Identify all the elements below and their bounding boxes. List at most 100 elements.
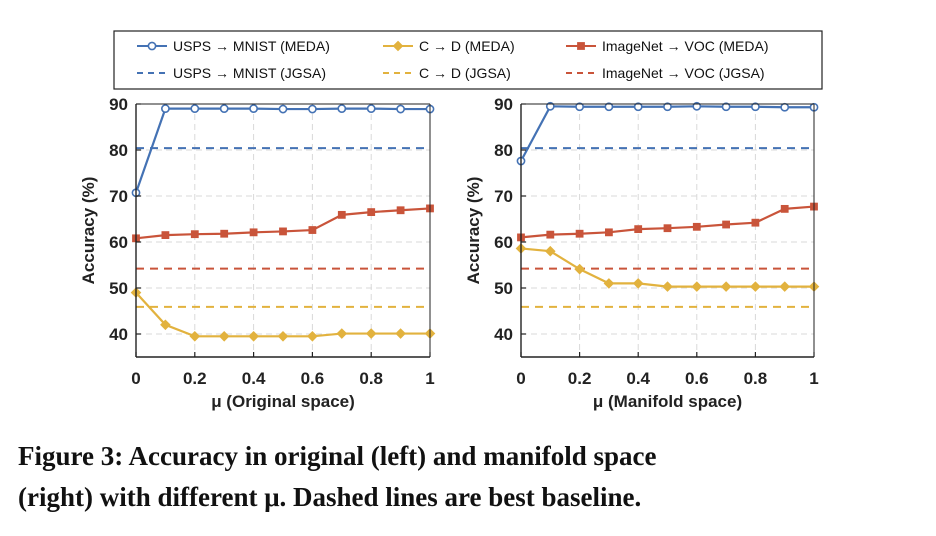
series-0-point-3 <box>219 104 229 113</box>
series-2-point-4 <box>249 228 258 237</box>
series-2-point-7 <box>722 220 731 229</box>
series-1-point-8 <box>750 281 761 292</box>
y-tick-label-5: 90 <box>494 95 513 114</box>
series-1-point-8 <box>365 328 377 339</box>
x-tick-label-0: 0 <box>516 369 525 388</box>
series-2-point-7 <box>337 210 346 219</box>
y-axis-label: Accuracy (%) <box>464 177 483 285</box>
series-2-point-3 <box>605 228 613 237</box>
x-tick-label-3: 0.6 <box>301 369 325 388</box>
series-2-point-9 <box>780 204 789 213</box>
legend-label-4: C → D (JGSA) <box>419 65 511 81</box>
series-0-point-9 <box>780 102 790 112</box>
series-0-point-1 <box>160 104 170 113</box>
series-1-point-3 <box>218 330 230 342</box>
series-0-point-1 <box>545 101 555 111</box>
series-0-point-5 <box>278 104 288 114</box>
series-1-point-9 <box>779 281 791 292</box>
series-1-point-2 <box>189 330 201 342</box>
legend-marker-0 <box>147 41 157 51</box>
x-tick-label-4: 0.8 <box>359 369 383 388</box>
x-tick-label-1: 0.2 <box>183 369 207 388</box>
x-tick-label-5: 1 <box>425 369 434 388</box>
y-axis-label: Accuracy (%) <box>79 177 98 285</box>
series-0-point-6 <box>692 101 702 111</box>
series-0-point-8 <box>751 102 760 112</box>
series-2-point-9 <box>396 206 405 215</box>
y-tick-label-0: 40 <box>109 325 128 344</box>
series-1-point-4 <box>248 330 259 342</box>
series-2-point-4 <box>634 225 643 234</box>
series-2-point-8 <box>367 208 376 216</box>
series-2-point-6 <box>308 226 317 234</box>
series-1-point-1 <box>160 319 171 331</box>
series-0-point-9 <box>396 104 405 114</box>
y-tick-label-4: 80 <box>109 141 128 160</box>
y-tick-label-1: 50 <box>494 279 513 298</box>
series-line-0 <box>520 105 814 162</box>
series-2-point-5 <box>663 224 672 233</box>
x-tick-label-3: 0.6 <box>685 369 709 388</box>
series-2-point-6 <box>692 222 701 231</box>
series-1-point-7 <box>720 281 732 292</box>
series-1-point-9 <box>395 328 406 339</box>
series-0-point-7 <box>337 104 347 113</box>
y-tick-label-3: 70 <box>494 187 513 206</box>
series-2-point-5 <box>279 227 287 236</box>
series-0-point-2 <box>190 104 200 113</box>
series-1-point-6 <box>307 330 318 342</box>
y-tick-label-5: 90 <box>109 95 128 114</box>
legend: USPS → MNIST (MEDA) C → D (MEDA) ImageNet … <box>113 30 823 90</box>
series-2-point-1 <box>161 231 170 239</box>
caption-line-2: (right) with different μ. Dashed lines a… <box>18 482 642 512</box>
y-tick-label-2: 60 <box>494 233 513 252</box>
x-tick-label-4: 0.8 <box>744 369 768 388</box>
series-1-point-7 <box>336 328 348 339</box>
y-tick-label-1: 50 <box>109 279 128 298</box>
series-2-point-2 <box>575 229 584 238</box>
series-1-point-5 <box>662 281 673 292</box>
x-tick-label-1: 0.2 <box>568 369 592 388</box>
legend-label-2: ImageNet → VOC (MEDA) <box>602 38 768 54</box>
series-0-point-7 <box>721 102 731 112</box>
x-tick-label-5: 1 <box>809 369 818 388</box>
series-1-point-3 <box>603 278 615 289</box>
chart-manifold-space: 40 50 60 70 80 90 0 0.2 0.4 0.6 0.8 1 μ (Manifold sp… <box>464 95 820 411</box>
legend-marker-2 <box>577 42 585 50</box>
series-0-point-6 <box>307 104 317 114</box>
x-axis-label: μ (Original space) <box>211 392 355 411</box>
series-0-point-4 <box>633 102 643 112</box>
series-0-point-5 <box>663 102 672 112</box>
y-tick-label-4: 80 <box>494 141 513 160</box>
series-1-point-1 <box>544 245 556 257</box>
series-0-point-2 <box>575 102 584 112</box>
chart-original-space: 40 50 60 70 80 90 0 0.2 0.4 0.6 0.8 1 μ (Original sp… <box>79 95 436 411</box>
series-0-point-3 <box>604 102 614 112</box>
series-line-1 <box>135 291 430 338</box>
legend-label-5: ImageNet → VOC (JGSA) <box>602 65 765 81</box>
series-0-point-4 <box>249 104 258 113</box>
series-1-point-5 <box>277 330 289 342</box>
series-1-point-6 <box>691 281 703 292</box>
series-2-point-3 <box>220 229 229 238</box>
x-tick-label-0: 0 <box>131 369 140 388</box>
series-2-point-1 <box>546 230 555 239</box>
x-tick-label-2: 0.4 <box>626 369 650 388</box>
figure-caption: Figure 3: Accuracy in original (left) an… <box>18 436 918 518</box>
series-2-point-8 <box>751 218 760 227</box>
series-1-point-2 <box>574 263 585 275</box>
legend-label-1: C → D (MEDA) <box>419 38 515 54</box>
legend-marker-1 <box>392 40 404 52</box>
series-1-point-4 <box>632 278 644 289</box>
series-line-2 <box>520 205 815 239</box>
series-2-point-2 <box>190 230 199 239</box>
y-tick-label-3: 70 <box>109 187 128 206</box>
series-0-point-8 <box>366 104 376 113</box>
y-tick-label-2: 60 <box>109 233 128 252</box>
legend-label-0: USPS → MNIST (MEDA) <box>173 38 330 54</box>
x-axis-label: μ (Manifold space) <box>593 392 742 411</box>
legend-box <box>113 30 823 90</box>
series-line-1 <box>520 247 814 288</box>
legend-label-3: USPS → MNIST (JGSA) <box>173 65 326 81</box>
